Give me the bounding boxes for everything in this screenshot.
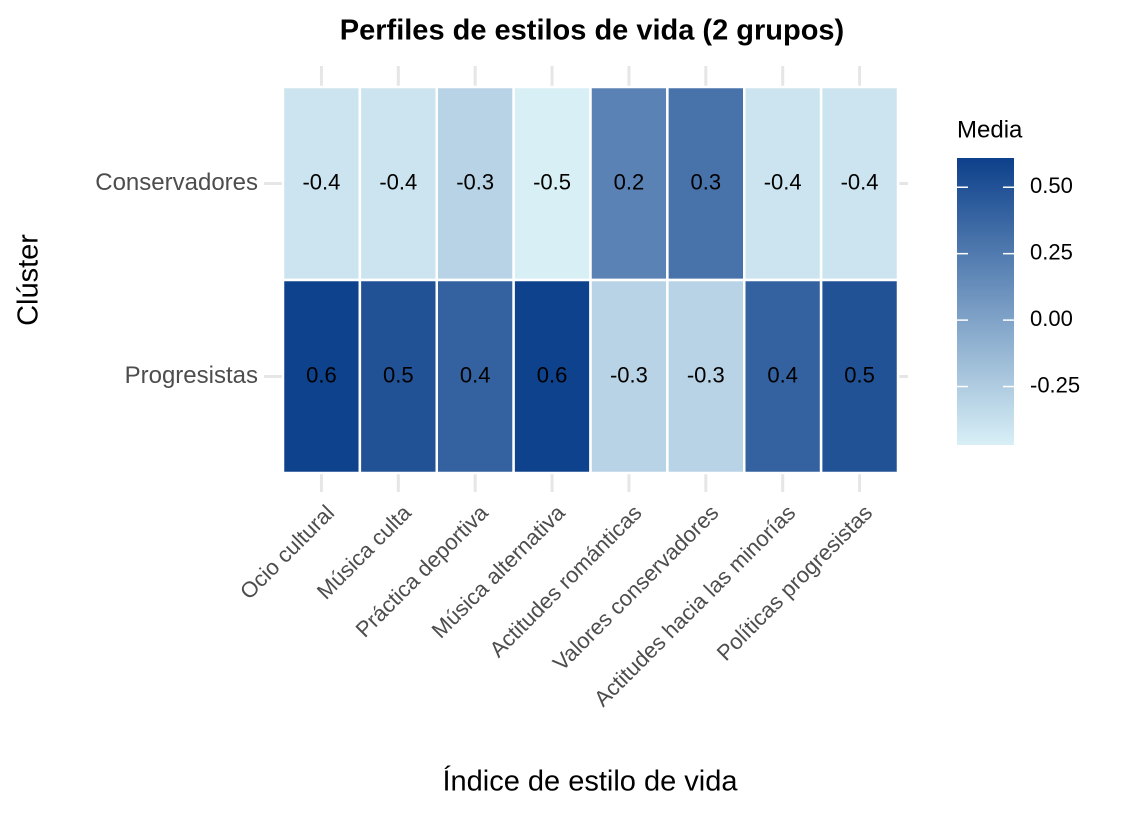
legend-title: Media — [957, 116, 1023, 143]
cell-label: -0.3 — [610, 362, 648, 387]
cell-label: 0.6 — [537, 362, 568, 387]
heatmap-cell — [512, 85, 592, 282]
x-tick-label: Música alternativa — [427, 499, 571, 643]
x-axis-title: Índice de estilo de vida — [442, 765, 738, 798]
colorbar — [957, 158, 1014, 445]
heatmap-cell — [666, 278, 746, 475]
x-tick-label: Práctica deportiva — [351, 499, 494, 642]
heatmap-cell — [281, 278, 362, 475]
heatmap-cell — [819, 278, 900, 475]
cell-label: -0.3 — [687, 362, 725, 387]
heatmap-cell — [358, 278, 438, 475]
cell-label: -0.4 — [379, 169, 417, 194]
y-axis-title: Clúster — [13, 234, 45, 326]
colorbar-tick-label: -0.25 — [1030, 372, 1080, 397]
cell-label: -0.4 — [302, 169, 340, 194]
heatmap-cell — [743, 85, 823, 282]
colorbar-tick-label: 0.50 — [1030, 173, 1073, 198]
cell-label: 0.4 — [767, 362, 798, 387]
colorbar-tick-label: 0.25 — [1030, 239, 1073, 264]
cell-label: -0.3 — [456, 169, 494, 194]
cell-label: 0.3 — [691, 169, 722, 194]
cell-label: 0.5 — [383, 362, 414, 387]
heatmap-cell — [743, 278, 823, 475]
chart-title: Perfiles de estilos de vida (2 grupos) — [340, 15, 844, 47]
y-tick-label: Conservadores — [95, 169, 258, 196]
heatmap-cell — [435, 278, 515, 475]
x-tick-label: Actitudes románticas — [485, 500, 647, 662]
cell-label: -0.4 — [841, 169, 879, 194]
cell-label: 0.5 — [844, 362, 875, 387]
cell-label: 0.4 — [460, 362, 491, 387]
x-tick-label: Políticas progresistas — [712, 500, 878, 666]
cell-label: -0.4 — [764, 169, 802, 194]
cell-label: 0.2 — [614, 169, 645, 194]
heatmap-cell — [512, 278, 592, 475]
heatmap-cell — [589, 85, 669, 282]
heatmap-cell — [358, 85, 438, 282]
y-tick-label: Progresistas — [125, 362, 258, 389]
heatmap-cell — [589, 278, 669, 475]
heatmap-cell — [666, 85, 746, 282]
cell-label: 0.6 — [306, 362, 337, 387]
cell-label: -0.5 — [533, 169, 571, 194]
colorbar-tick-label: 0.00 — [1030, 306, 1073, 331]
